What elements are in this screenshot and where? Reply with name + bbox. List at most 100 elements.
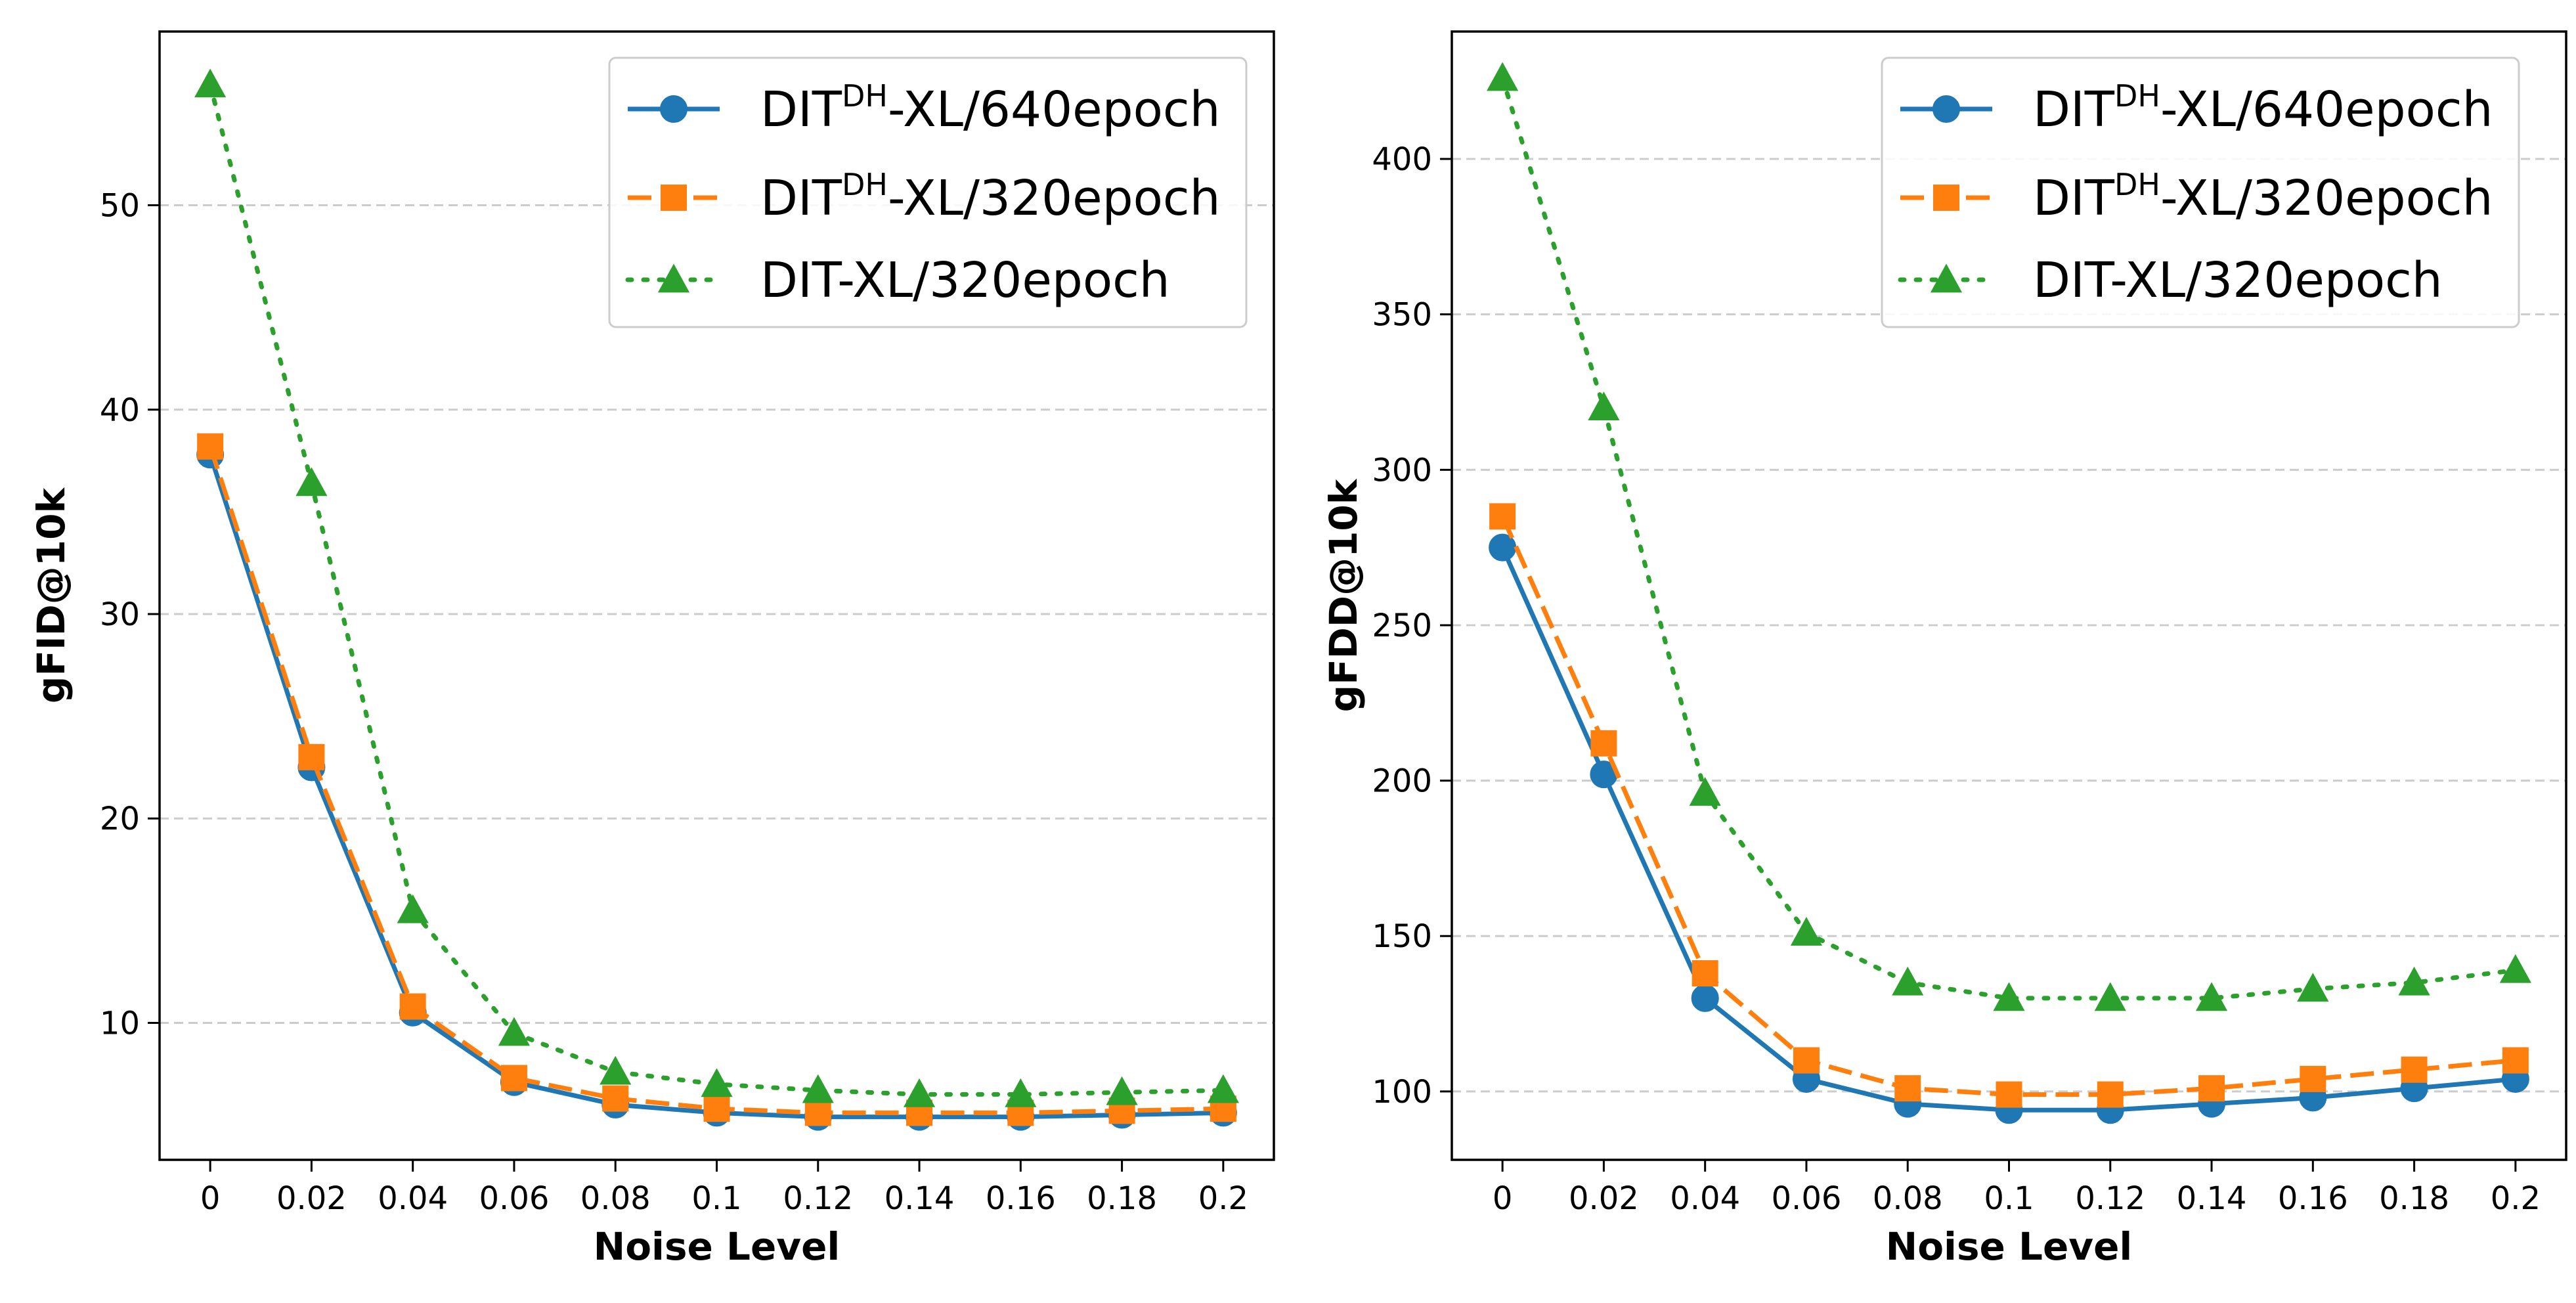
data-point (1790, 917, 1823, 946)
y-axis: 100 150 200 250 300 350 400 (1372, 141, 1452, 1111)
data-point (2094, 982, 2126, 1011)
y-tick-label: 150 (1372, 918, 1432, 955)
data-point (2195, 982, 2228, 1011)
y-tick-label: 100 (1372, 1074, 1432, 1111)
data-point (298, 743, 325, 770)
x-axis-label: Noise Level (1886, 1224, 2133, 1269)
y-tick-label: 300 (1372, 452, 1432, 489)
data-point (804, 1099, 831, 1126)
x-tick-label: 0.1 (1984, 1180, 2034, 1217)
legend-label: DITDH-XL/640epoch (2033, 78, 2493, 138)
x-tick-label: 0.04 (378, 1180, 448, 1217)
legend-marker (657, 263, 690, 293)
legend-marker (660, 95, 688, 123)
data-point (1993, 982, 2025, 1011)
x-tick-label: 0 (1493, 1180, 1513, 1217)
data-point (2499, 954, 2531, 983)
x-tick-label: 0.2 (2491, 1180, 2541, 1217)
data-point (2198, 1075, 2225, 1102)
data-point (1894, 1075, 1921, 1102)
chart-panel-2: 100 150 200 250 300 350 400 0 0.02 0.04 0.06 0.08 0.… (1321, 30, 2567, 1269)
data-point (2300, 1065, 2326, 1092)
chart-panel-1: 10 20 30 40 50 0 0.02 0.04 0.06 0.08 0.1 0.12 0.14 0.… (29, 30, 1275, 1269)
data-point (1106, 1076, 1138, 1105)
legend-label: DIT-XL/320epoch (2033, 252, 2443, 309)
series-line (1500, 76, 2518, 1001)
legend-label: DITDH-XL/320epoch (2033, 167, 2493, 227)
x-tick-label: 0.08 (1873, 1180, 1943, 1217)
x-tick-label: 0.14 (884, 1180, 955, 1217)
x-tick-label: 0.02 (1569, 1180, 1639, 1217)
series-3 (1487, 62, 2531, 1011)
legend-marker (661, 185, 687, 211)
legend-label: DITDH-XL/320epoch (760, 167, 1221, 227)
x-tick-label: 0.14 (2177, 1180, 2247, 1217)
series-1 (1489, 533, 2529, 1124)
legend-frame (1881, 56, 2520, 328)
y-axis-label: gFID@10k (29, 487, 74, 704)
legend-marker (1933, 185, 1959, 211)
x-tick-label: 0.04 (1670, 1180, 1740, 1217)
data-point (2398, 966, 2430, 996)
series-2 (1489, 503, 2529, 1108)
data-point (1590, 730, 1617, 757)
y-tick-label: 200 (1372, 763, 1432, 800)
x-tick-label: 0.02 (276, 1180, 347, 1217)
data-point (2297, 973, 2329, 1002)
x-tick-label: 0.12 (2075, 1180, 2145, 1217)
data-point (194, 68, 227, 98)
data-point (1692, 960, 1718, 987)
x-axis: 0 0.02 0.04 0.06 0.08 0.1 0.12 0.14 0.16 0.18 0.2 (1493, 1160, 2541, 1217)
legend: DITDH-XL/640epoch DITDH-XL/320epoch DIT-XL… (608, 56, 1248, 328)
series-2 (197, 433, 1236, 1126)
data-point (197, 433, 224, 460)
legend-marker (1932, 95, 1960, 123)
legend-marker (1930, 263, 1963, 293)
series-line (207, 454, 1223, 1120)
y-tick-label: 250 (1372, 607, 1432, 644)
data-point (903, 1078, 936, 1107)
data-point (399, 993, 426, 1020)
data-point (1691, 984, 1719, 1012)
legend-item: DIT-XL/320epoch (1898, 252, 2443, 309)
data-point (2401, 1056, 2428, 1083)
legend-item: DITDH-XL/320epoch (1900, 167, 2493, 227)
series-line (207, 445, 1223, 1115)
y-axis-label: gFDD@10k (1321, 478, 1366, 712)
data-point (1487, 62, 1519, 91)
data-point (1588, 391, 1620, 421)
x-tick-label: 0.1 (691, 1180, 741, 1217)
x-tick-label: 0.16 (986, 1180, 1056, 1217)
plot-frame (1451, 30, 2567, 1161)
data-point (498, 1017, 531, 1046)
data-point (1489, 503, 1516, 530)
x-tick-label: 0 (200, 1180, 221, 1217)
data-point (600, 1055, 632, 1085)
data-point (2097, 1081, 2124, 1108)
x-tick-label: 0.18 (1087, 1180, 1157, 1217)
x-axis-label: Noise Level (594, 1224, 840, 1269)
x-tick-label: 0.06 (1772, 1180, 1842, 1217)
x-axis: 0 0.02 0.04 0.06 0.08 0.1 0.12 0.14 0.16 0.18 0.2 (200, 1160, 1248, 1217)
x-tick-label: 0.08 (580, 1180, 651, 1217)
data-point (703, 1095, 730, 1122)
legend-label: DITDH-XL/640epoch (760, 78, 1221, 138)
data-point (1892, 966, 1924, 996)
legend-item: DITDH-XL/640epoch (628, 78, 1221, 138)
y-tick-label: 400 (1372, 141, 1432, 178)
data-point (1996, 1081, 2022, 1108)
y-tick-label: 40 (100, 392, 140, 429)
series-line (1500, 546, 2516, 1113)
x-tick-label: 0.16 (2278, 1180, 2348, 1217)
data-point (1489, 533, 1517, 562)
series-3 (194, 68, 1239, 1107)
y-tick-label: 10 (100, 1005, 140, 1042)
data-point (295, 467, 328, 497)
legend-frame (608, 56, 1248, 328)
data-point (1207, 1074, 1239, 1103)
data-point (602, 1085, 629, 1112)
data-point (397, 894, 429, 923)
legend-item: DIT-XL/320epoch (625, 252, 1170, 309)
y-tick-label: 20 (100, 801, 140, 837)
